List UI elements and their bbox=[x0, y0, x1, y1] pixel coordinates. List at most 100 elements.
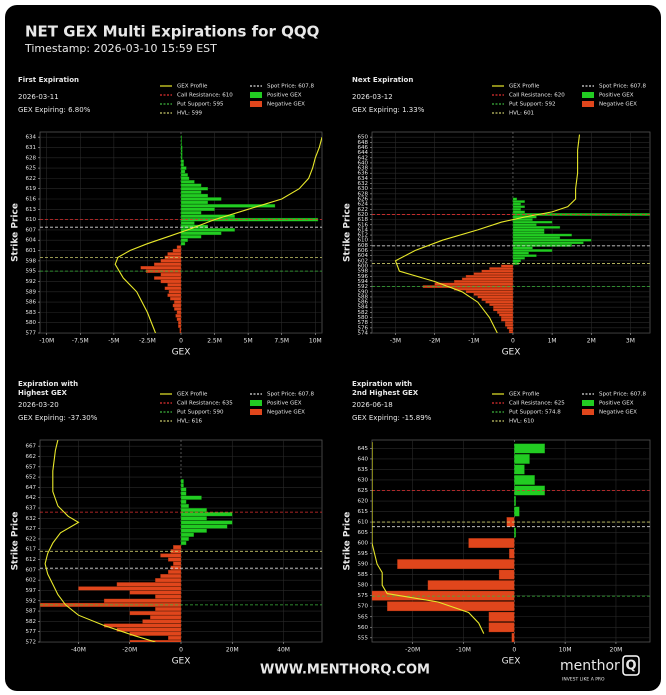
y-tick-label: 636 bbox=[358, 171, 369, 177]
bar bbox=[497, 311, 514, 314]
legend-label: Negative GEX bbox=[599, 102, 637, 108]
y-tick-label: 602 bbox=[358, 258, 369, 264]
y-axis-label: Strike Price bbox=[11, 512, 21, 571]
panel-title: Next Expiration bbox=[352, 76, 413, 84]
y-tick-label: 577 bbox=[26, 331, 37, 337]
y-tick-label: 612 bbox=[26, 557, 37, 563]
y-tick-label: 610 bbox=[358, 238, 369, 244]
legend-label: HVL: 610 bbox=[509, 419, 535, 425]
y-tick-label: 626 bbox=[358, 197, 369, 203]
y-tick-label: 637 bbox=[26, 506, 37, 512]
bar bbox=[180, 499, 187, 504]
y-tick-label: 634 bbox=[358, 176, 369, 182]
bar bbox=[514, 464, 525, 475]
logo-mark: Q bbox=[625, 659, 636, 674]
y-tick-label: 642 bbox=[358, 155, 369, 161]
x-tick-label: -7.5M bbox=[72, 338, 89, 345]
bar bbox=[178, 324, 182, 328]
bar bbox=[499, 313, 514, 317]
y-tick-label: 560 bbox=[358, 625, 369, 631]
y-tick-label: 595 bbox=[358, 551, 369, 557]
bar bbox=[170, 565, 182, 570]
y-tick-label: 640 bbox=[358, 160, 369, 166]
y-tick-label: 632 bbox=[26, 516, 37, 522]
x-axis-label: GEX bbox=[502, 348, 521, 358]
bar bbox=[512, 226, 561, 229]
legend-label: Call Resistance: 610 bbox=[177, 93, 233, 99]
bar bbox=[164, 286, 182, 291]
y-tick-label: 582 bbox=[26, 619, 37, 625]
bar bbox=[454, 287, 514, 291]
bar bbox=[512, 246, 533, 250]
plot bbox=[40, 132, 322, 333]
bar bbox=[160, 259, 182, 263]
bar bbox=[180, 532, 194, 537]
bar bbox=[434, 282, 514, 286]
bar bbox=[512, 238, 592, 242]
footer-url: WWW.MENTHORQ.COM bbox=[260, 663, 430, 678]
x-tick-label: 0 bbox=[511, 338, 515, 345]
bar bbox=[168, 557, 182, 562]
bar bbox=[142, 619, 182, 624]
bar bbox=[180, 166, 187, 170]
bar bbox=[512, 207, 521, 211]
y-tick-label: 595 bbox=[26, 269, 37, 275]
y-tick-label: 582 bbox=[358, 310, 369, 316]
y-tick-label: 592 bbox=[26, 598, 37, 604]
bar bbox=[514, 527, 516, 538]
bar bbox=[180, 149, 183, 153]
bar bbox=[160, 272, 182, 277]
panel-date: 2026-03-12 bbox=[352, 93, 393, 101]
y-tick-label: 667 bbox=[26, 444, 37, 450]
bar bbox=[180, 221, 195, 225]
gex-profile bbox=[114, 137, 322, 333]
legend-label: Call Resistance: 625 bbox=[509, 401, 565, 407]
plot bbox=[40, 440, 322, 642]
bar bbox=[512, 259, 521, 263]
x-tick-label: 5M bbox=[244, 338, 253, 345]
bar bbox=[468, 538, 515, 548]
bar bbox=[180, 211, 202, 215]
x-tick-label: -2.5M bbox=[139, 338, 156, 345]
y-tick-label: 572 bbox=[26, 640, 37, 646]
legend-label: Positive GEX bbox=[599, 401, 634, 407]
bar bbox=[180, 200, 209, 205]
bar bbox=[180, 516, 207, 521]
legend-label: GEX Profile bbox=[177, 84, 208, 90]
y-tick-label: 590 bbox=[358, 562, 369, 568]
y-tick-label: 645 bbox=[358, 446, 369, 452]
y-tick-label: 628 bbox=[358, 191, 369, 197]
bar bbox=[168, 635, 182, 640]
bar bbox=[116, 582, 182, 587]
legend-label: HVL: 616 bbox=[177, 419, 203, 425]
y-tick-label: 594 bbox=[358, 279, 369, 285]
x-tick-label: 20M bbox=[610, 647, 623, 654]
bar bbox=[167, 293, 182, 297]
legend-label: Put Support: 590 bbox=[177, 410, 224, 416]
bar bbox=[155, 594, 182, 599]
y-tick-label: 634 bbox=[26, 135, 37, 141]
bar bbox=[180, 204, 276, 208]
y-tick-label: 650 bbox=[358, 135, 369, 141]
x-tick-label: -1M bbox=[468, 338, 479, 345]
bar bbox=[168, 569, 182, 574]
legend-swatch bbox=[582, 101, 594, 107]
legend-label: Call Resistance: 635 bbox=[177, 401, 233, 407]
bar bbox=[180, 193, 209, 198]
bar bbox=[180, 138, 182, 143]
bar bbox=[511, 632, 515, 642]
legend-label: HVL: 601 bbox=[509, 111, 534, 117]
x-tick-label: 40M bbox=[277, 647, 290, 654]
legend-label: Positive GEX bbox=[599, 93, 634, 99]
y-tick-label: 620 bbox=[358, 212, 369, 218]
x-tick-label: -40M bbox=[71, 647, 86, 654]
y-axis-label: Strike Price bbox=[343, 512, 353, 571]
y-tick-label: 577 bbox=[26, 629, 37, 635]
y-tick-label: 584 bbox=[358, 305, 369, 311]
y-tick-label: 622 bbox=[26, 176, 37, 182]
y-tick-label: 590 bbox=[358, 289, 369, 295]
bar bbox=[180, 197, 222, 201]
tagline: INVEST LIKE A PRO bbox=[562, 677, 605, 683]
legend-label: Put Support: 595 bbox=[177, 102, 224, 108]
